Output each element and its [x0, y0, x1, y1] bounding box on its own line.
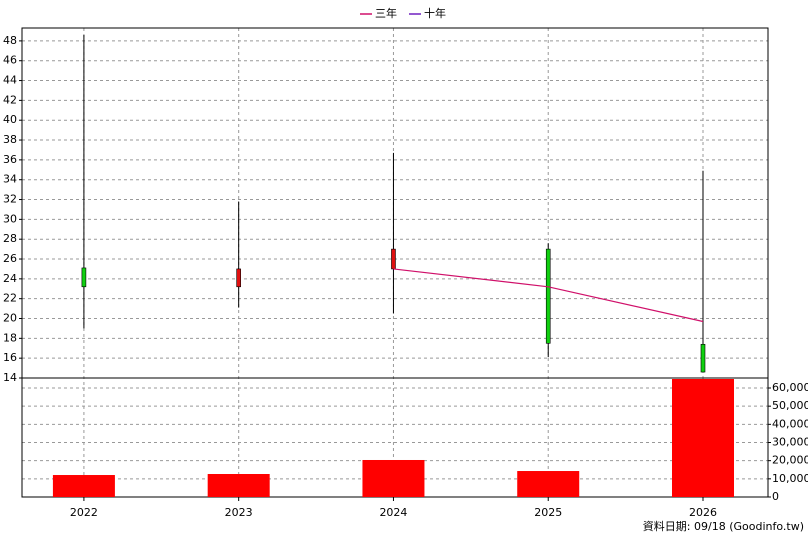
volume-bar [517, 471, 580, 497]
y-tick-label: 20 [3, 312, 17, 325]
volume-bar [671, 378, 734, 497]
footer: 資料日期: 09/18 (Goodinfo.tw) [643, 519, 804, 533]
y-tick-label: 40 [3, 113, 17, 126]
x-tick-label: 2026 [689, 506, 717, 519]
line-series [393, 268, 704, 323]
y-tick-label: 14 [3, 371, 17, 384]
y-tick-label: 22 [3, 292, 17, 305]
y2-tick-label: 60,000 [772, 381, 808, 394]
x-tick-label: 2023 [225, 506, 253, 519]
y2-tick-label: 40,000 [772, 417, 808, 430]
legend-label: 十年 [424, 6, 446, 20]
y2-tick-label: 50,000 [772, 399, 808, 412]
y-tick-label: 30 [3, 212, 17, 225]
candle-body [81, 267, 87, 288]
x-tick-label: 2024 [379, 506, 407, 519]
y-tick-label: 32 [3, 193, 17, 206]
y-tick-label: 36 [3, 153, 17, 166]
y-tick-label: 16 [3, 351, 17, 364]
y-tick-label: 48 [3, 34, 17, 47]
y2-tick-label: 30,000 [772, 435, 808, 448]
y-tick-label: 46 [3, 54, 17, 67]
y-tick-label: 18 [3, 331, 17, 344]
y-tick-label: 42 [3, 93, 17, 106]
x-tick-label: 2025 [534, 506, 562, 519]
volume-bar [362, 459, 425, 497]
y2-tick-label: 20,000 [772, 454, 808, 467]
y-tick-label: 44 [3, 74, 17, 87]
y-tick-label: 28 [3, 232, 17, 245]
y-tick-label: 26 [3, 252, 17, 265]
candle-body [236, 268, 241, 288]
y-tick-label: 34 [3, 173, 17, 186]
candle-body [391, 248, 396, 270]
y-tick-label: 24 [3, 272, 17, 285]
volume-bar [52, 475, 115, 497]
volume-bar [207, 473, 270, 497]
candle-body [545, 248, 551, 344]
x-tick-label: 2022 [70, 506, 98, 519]
y2-tick-label: 0 [772, 490, 779, 503]
y2-tick-label: 10,000 [772, 472, 808, 485]
candle-body [700, 343, 706, 373]
y-tick-label: 38 [3, 133, 17, 146]
legend-label: 三年 [375, 6, 397, 20]
